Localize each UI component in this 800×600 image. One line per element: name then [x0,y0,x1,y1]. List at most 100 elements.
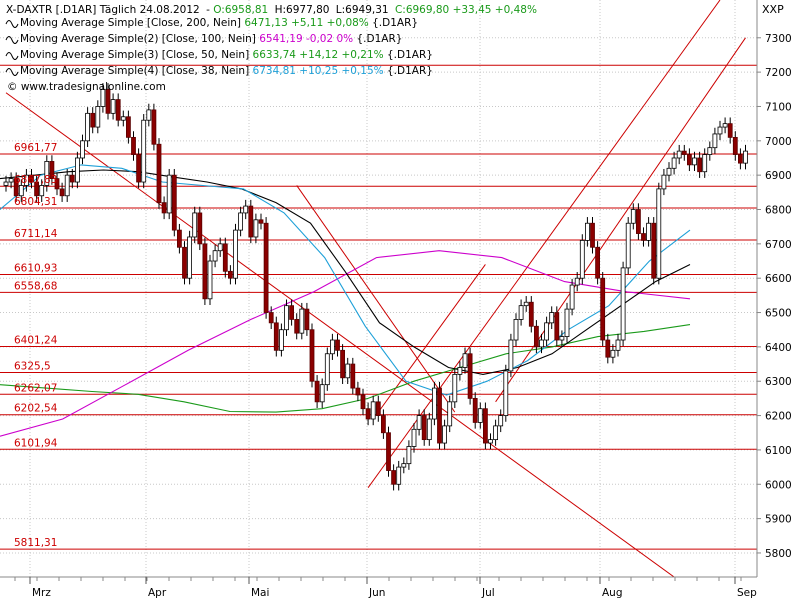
candle [518,299,524,326]
candle [503,364,509,422]
candle [727,117,733,144]
candle [59,182,65,202]
candle [136,148,142,189]
indicator-value: 6633,74 [253,49,300,61]
candle [192,206,198,244]
candle [467,347,473,405]
candle [595,241,600,285]
candle [482,402,488,450]
candle-body [314,380,320,403]
candle-body [513,319,519,341]
y-tick-label: 6800 [765,205,792,217]
legend: X-DAXTR [.D1AR] Täglich 24.08.2012 - O:6… [5,4,537,93]
candle [447,395,453,433]
candle-body [732,136,738,155]
indicator-change: +5,11 +0,08% [291,17,372,29]
candle [126,110,131,144]
candle-body [503,370,509,416]
candle-body [156,143,162,204]
candle [743,144,748,170]
candle [421,409,427,446]
candle [426,412,432,446]
y-tick-label: 6500 [765,308,792,320]
candle-body [182,246,187,279]
candle-body [380,415,386,434]
candle-body [80,140,85,159]
indicator-name: Moving Average Simple(4) [Close, 38, Nei… [20,65,253,77]
candle-body [44,161,50,186]
level-label: 6101,94 [14,437,58,449]
candle [651,217,657,285]
candle [90,107,96,134]
indicator-row: Moving Average Simple(2) [Close, 100, Ne… [5,33,402,45]
candle-body [549,312,555,324]
candle [202,237,208,305]
candle-body [370,401,376,420]
candle [222,237,228,278]
candle [248,199,254,244]
candle-body [284,305,289,331]
candle [197,206,203,251]
candle [549,306,555,330]
candle [324,347,330,391]
candle-body [217,243,223,252]
x-axis-ticks: Mrz Apr Mai Jun Jul Aug Sep [29,577,757,599]
candle [579,234,585,285]
candle [182,241,187,285]
indicator-value: 6734,81 [253,65,300,77]
candle [569,278,575,316]
candle-body [722,123,728,128]
candle-body [136,154,142,183]
indicator-label: Moving Average Simple(3) [Close, 50, Nei… [20,49,433,61]
candle [340,344,346,384]
candle-body [656,188,662,279]
candle-body [636,209,641,234]
candle [34,175,39,202]
candle [656,182,662,285]
candle-body [309,329,315,382]
level-label: 6961,77 [14,142,57,154]
candle [156,138,162,209]
candle [375,395,381,422]
candle-body [29,174,34,183]
y-tick-label: 6000 [765,479,792,491]
indicator-row: Moving Average Simple(4) [Close, 38, Nei… [5,65,433,77]
y-tick-label: 6900 [765,170,792,182]
candle [263,217,269,319]
candle [411,423,417,453]
candle-body [233,229,238,279]
candle-body [59,188,65,197]
x-tick-label: Jun [368,587,385,599]
candle-body [329,339,335,355]
candle-body [467,353,473,399]
candle-body [391,470,397,485]
candle-body [523,301,529,307]
candle [493,419,499,446]
axes [0,0,758,578]
candle-body [3,181,9,186]
candle-body [661,174,667,190]
candle [534,320,539,354]
candle-body [13,178,19,197]
candle-body [396,466,402,485]
x-tick-label: Mrz [32,587,51,599]
indicator-name: Moving Average Simple(3) [Close, 50, Nei… [20,49,253,61]
candle-body [477,408,483,423]
candle [523,296,529,312]
candle-body [646,222,651,241]
candle-body [447,401,453,427]
candle [452,368,458,409]
candle-body [625,222,631,269]
candle-body [615,339,621,351]
candle-body [365,408,371,420]
candle-body [248,205,254,238]
indicator-suffix: {.D1AR} [372,17,418,29]
candle [508,333,514,378]
candle-body [406,446,412,465]
candle [641,227,646,247]
candle [131,131,136,161]
candle [238,206,244,237]
candle [294,313,300,340]
